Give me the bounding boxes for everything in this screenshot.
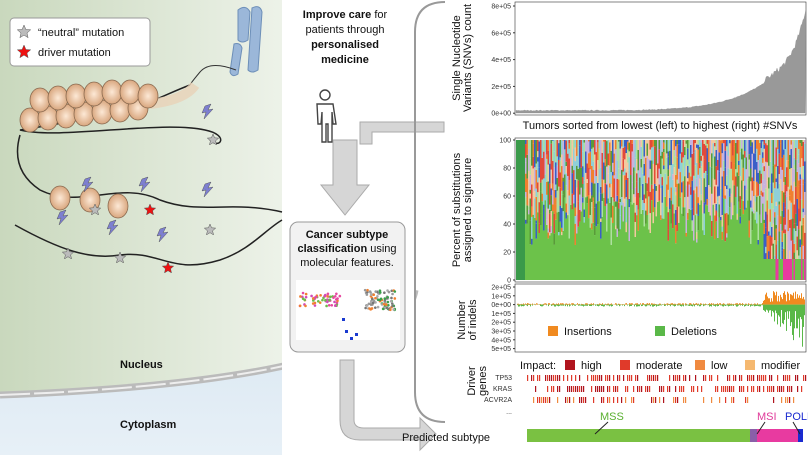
genes-ylabel: Drivergenes	[466, 366, 489, 396]
y-tick-label: 5e+05	[491, 346, 511, 353]
y-tick-label: 8e+05	[491, 4, 511, 11]
y-tick-label: 2e+05	[491, 84, 511, 91]
impact-label: Impact:	[520, 360, 556, 372]
axis-label: genes	[477, 366, 489, 396]
method-text: using	[367, 243, 396, 255]
legend-neutral: “neutral” mutation	[38, 27, 124, 39]
y-tick-label: 60	[503, 194, 511, 201]
goal-text: patients through	[306, 24, 385, 36]
y-tick-label: 20	[503, 250, 511, 257]
method-text: molecular features.	[300, 257, 394, 269]
goal-text: personalised	[311, 39, 379, 51]
subtype-name: POLE	[785, 411, 808, 423]
impact-level: low	[711, 360, 728, 372]
axis-label: Driver	[466, 366, 478, 396]
subtype-name: MSI	[757, 411, 777, 423]
axis-label: Percent of substitutions	[451, 152, 463, 267]
sig-ylabel: Percent of substitutionsassigned to sign…	[451, 152, 474, 267]
axis-label: Number	[456, 300, 468, 339]
y-tick-label: 1e+05	[491, 311, 511, 318]
axis-label: Variants (SNVs) count	[462, 4, 474, 112]
nucleus-label: Nucleus	[120, 359, 163, 371]
y-tick-label: 4e+05	[491, 57, 511, 64]
y-tick-label: 3e+05	[491, 329, 511, 336]
gene-name: ACVR2A	[484, 397, 512, 404]
goal-text: for	[371, 9, 387, 21]
impact-level: high	[581, 360, 602, 372]
y-tick-label: 4e+05	[491, 337, 511, 344]
middle-flow	[289, 1, 446, 452]
subtype-name: MSS	[600, 411, 624, 423]
axis-label: of indels	[467, 299, 479, 340]
subtype-label: Predicted subtype	[402, 432, 490, 444]
legend-driver: driver mutation	[38, 47, 111, 59]
impact-level: modifier	[761, 360, 800, 372]
y-tick-label: 40	[503, 222, 511, 229]
indel-ylabel: Numberof indels	[456, 299, 479, 340]
indel-legend: Deletions	[671, 326, 717, 338]
indel-legend: Insertions	[564, 326, 612, 338]
goal-line: Improve care for	[303, 9, 388, 21]
method-text: Cancer subtype	[306, 229, 389, 241]
y-tick-label: 0	[507, 278, 511, 285]
snv-ylabel: Single NucleotideVariants (SNVs) count	[451, 4, 474, 112]
snv-xlabel: Tumors sorted from lowest (left) to high…	[523, 120, 798, 132]
y-tick-label: 2e+05	[491, 285, 511, 292]
y-tick-label: 0e+00	[491, 302, 511, 309]
y-tick-label: 6e+05	[491, 30, 511, 37]
y-tick-label: 100	[499, 138, 511, 145]
cytoplasm-label: Cytoplasm	[120, 419, 176, 431]
method-line: classification using	[297, 243, 396, 255]
y-tick-label: 2e+05	[491, 320, 511, 327]
gene-name: KRAS	[493, 386, 512, 393]
goal-text: Improve care	[303, 9, 371, 21]
gene-name: ...	[506, 409, 512, 416]
gene-name: TP53	[495, 375, 512, 382]
axis-label: Single Nucleotide	[451, 15, 463, 101]
y-tick-label: 80	[503, 166, 511, 173]
goal-text: medicine	[321, 54, 369, 66]
method-text: classification	[297, 243, 367, 255]
impact-level: moderate	[636, 360, 682, 372]
y-tick-label: 0e+00	[491, 111, 511, 118]
y-tick-label: 1e+05	[491, 293, 511, 300]
plots: 8e+05 6e+05 4e+05 2e+05 0e+00 Single Nucleoti…	[402, 1, 808, 444]
axis-label: assigned to signature	[462, 158, 474, 263]
